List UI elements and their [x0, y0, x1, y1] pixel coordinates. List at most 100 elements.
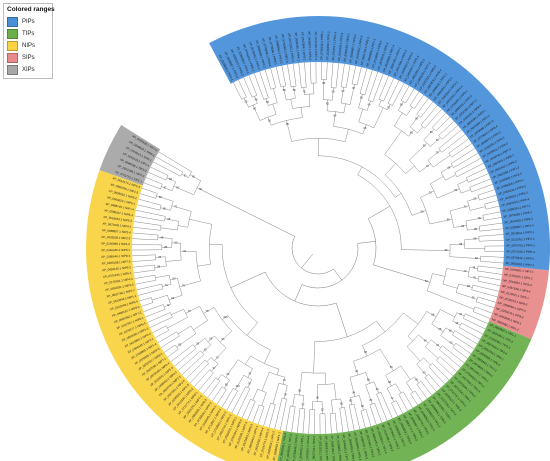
- branch: [162, 153, 192, 172]
- branch: [286, 120, 292, 142]
- branch: [450, 163, 454, 168]
- branch: [426, 311, 437, 318]
- branch: [381, 407, 388, 421]
- branch: [261, 406, 265, 414]
- branch: [137, 204, 144, 207]
- branch: [191, 354, 204, 366]
- bootstrap-value: 72: [464, 269, 467, 273]
- branch: [456, 292, 478, 300]
- leaf-label: XP_0671609.1 NIP4-1: [102, 222, 132, 229]
- leaf-label: XP_0666413.1 TIP1-1: [324, 436, 329, 461]
- branch: [358, 107, 368, 111]
- branch: [150, 166, 155, 169]
- branch: [480, 256, 501, 258]
- bootstrap-value: 65: [450, 341, 453, 345]
- branch: [497, 273, 503, 275]
- bootstrap-value: 70: [216, 355, 219, 359]
- bootstrap-value: 60: [376, 387, 379, 391]
- bootstrap-value: 55: [461, 224, 464, 228]
- branch: [331, 400, 333, 414]
- legend-title: Colored ranges: [7, 6, 55, 13]
- branch: [167, 317, 188, 329]
- branch: [291, 418, 294, 433]
- branch: [409, 143, 428, 161]
- leaf-label: XP_0714774.1 NIP3-3: [259, 428, 271, 457]
- bootstrap-value: 60: [415, 377, 418, 381]
- bootstrap-value: 78: [248, 372, 251, 376]
- branch: [403, 391, 408, 399]
- branch: [164, 349, 168, 353]
- branch: [420, 105, 430, 118]
- branch: [282, 399, 287, 417]
- branch: [416, 384, 424, 394]
- branch: [365, 68, 368, 73]
- branch: [373, 71, 378, 86]
- branch: [377, 73, 384, 88]
- legend-item-tips: TIPs: [7, 28, 49, 40]
- branch: [143, 297, 152, 301]
- leaf-label: XP_0737110.1 PIP7-4: [314, 31, 318, 60]
- branch: [407, 335, 414, 341]
- branch: [461, 189, 471, 194]
- branch: [420, 114, 430, 126]
- leaf-label: NP_0457548.1 SIP4-4: [502, 284, 532, 294]
- branch: [333, 111, 336, 127]
- branch: [488, 311, 493, 314]
- branch: [454, 330, 469, 339]
- leaf-label: XP_0589247.1 NIP6-3: [104, 208, 134, 217]
- bootstrap-value: 60: [199, 187, 202, 191]
- leaf-label: XP_0227410.1 TIP3-2: [364, 429, 375, 458]
- branch: [492, 200, 498, 203]
- branch: [344, 407, 349, 430]
- branch: [482, 303, 495, 308]
- branch: [272, 383, 280, 404]
- branch: [478, 235, 492, 237]
- bootstrap-value: 96: [316, 395, 319, 399]
- branch: [263, 97, 269, 100]
- branch: [369, 404, 373, 413]
- branch: [134, 277, 141, 279]
- bootstrap-value: 55: [204, 348, 207, 352]
- leaf-label: XP_0826667.1 PIP4-2: [348, 34, 357, 63]
- branch: [183, 309, 188, 318]
- tree-branches: [132, 62, 504, 434]
- leaf-label: XP_0802769.1 NIP2-2: [106, 288, 135, 298]
- branch: [374, 403, 382, 421]
- branch: [405, 407, 408, 411]
- branch: [290, 99, 293, 109]
- branch: [254, 96, 258, 104]
- branch: [406, 107, 413, 116]
- branch: [173, 186, 194, 195]
- bootstrap-value: 65: [192, 174, 195, 178]
- branch: [193, 320, 208, 330]
- branch: [406, 346, 421, 362]
- bootstrap-value: 96: [415, 117, 418, 121]
- branch: [326, 65, 328, 80]
- bootstrap-value: 96: [222, 337, 225, 341]
- branch: [391, 402, 397, 415]
- branch: [477, 265, 479, 271]
- branch: [468, 276, 479, 279]
- branch: [416, 364, 427, 377]
- leaf-label: XP_0652638.1 PIP9-3: [504, 217, 533, 225]
- branch: [429, 219, 453, 225]
- branch: [187, 359, 206, 378]
- branch: [475, 173, 489, 180]
- branch: [484, 293, 498, 298]
- branch: [145, 264, 155, 267]
- branch: [490, 228, 504, 231]
- branch: [422, 392, 428, 399]
- branch: [134, 215, 150, 219]
- branch: [478, 276, 498, 280]
- branch: [394, 112, 403, 126]
- branch: [482, 212, 496, 216]
- branch: [268, 416, 273, 428]
- branch: [477, 270, 498, 274]
- bootstrap-value: 85: [459, 242, 462, 246]
- branch: [440, 309, 455, 318]
- branch: [174, 357, 185, 367]
- branch: [432, 273, 446, 277]
- bootstrap-value: 96: [322, 81, 325, 85]
- branch: [376, 320, 386, 332]
- bootstrap-value: 75: [303, 89, 306, 93]
